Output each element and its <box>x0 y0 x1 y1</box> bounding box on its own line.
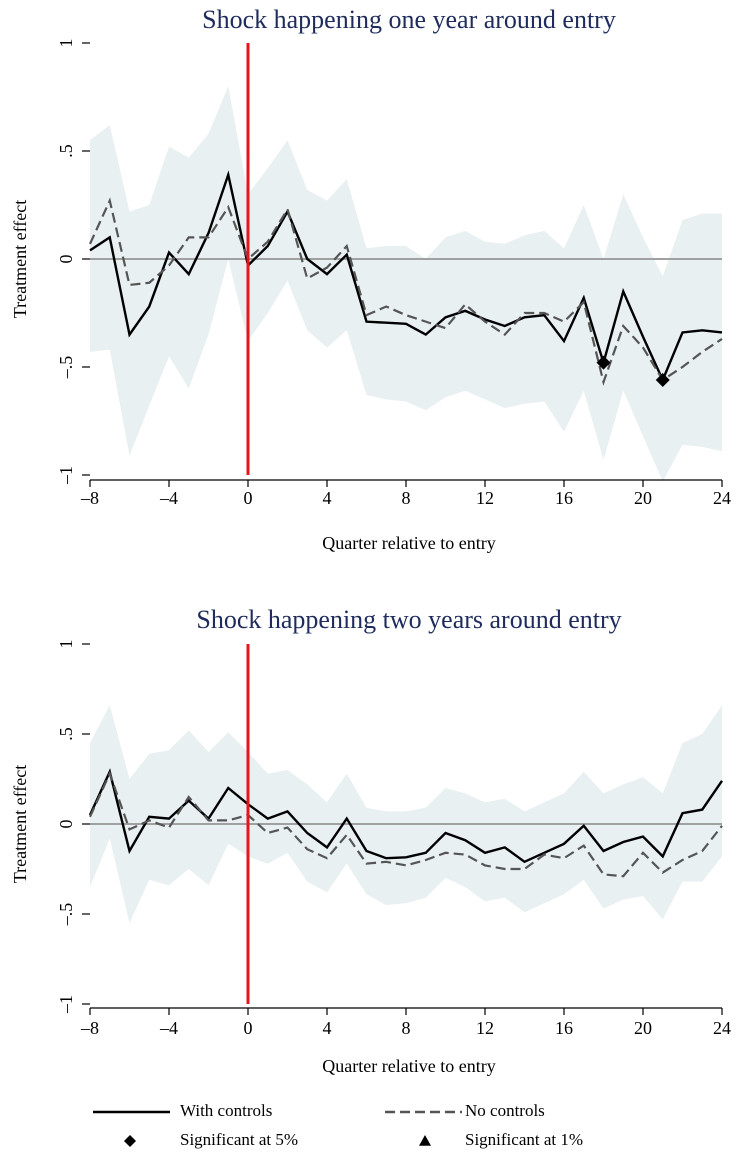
y-tick-label: .5 <box>56 144 76 158</box>
series-line <box>88 770 723 878</box>
x-tick-label: 8 <box>402 1018 411 1038</box>
x-tick-label: 0 <box>244 488 253 508</box>
x-tick-label: 24 <box>713 488 731 508</box>
legend-label: Significant at 1% <box>465 1130 583 1149</box>
x-tick-label: 0 <box>244 1018 253 1038</box>
y-tick-label: –.5 <box>56 903 76 927</box>
y-tick-label: –.5 <box>56 356 76 380</box>
x-tick-label: 16 <box>555 1018 573 1038</box>
y-tick-label: –1 <box>56 995 76 1014</box>
series-line <box>89 170 723 383</box>
confidence-band <box>90 86 722 482</box>
significance-marker <box>596 355 611 370</box>
y-tick-label: 0 <box>56 820 76 829</box>
chart-title: Shock happening one year around entry <box>202 5 616 34</box>
y-tick-label: 0 <box>56 255 76 264</box>
x-tick-label: 20 <box>634 1018 652 1038</box>
legend-label: Significant at 5% <box>180 1130 298 1149</box>
legend-swatch <box>124 1135 136 1147</box>
confidence-band <box>90 705 722 923</box>
x-axis-title: Quarter relative to entry <box>322 533 495 553</box>
x-tick-label: –4 <box>159 1018 178 1038</box>
x-tick-label: 12 <box>476 488 494 508</box>
y-tick-label: .5 <box>56 727 76 741</box>
x-tick-label: –8 <box>80 1018 99 1038</box>
x-tick-label: 4 <box>323 1018 332 1038</box>
legend-swatch <box>419 1135 431 1146</box>
significance-marker <box>655 372 670 387</box>
x-tick-label: 12 <box>476 1018 494 1038</box>
legend-label: No controls <box>465 1101 545 1120</box>
x-tick-label: 8 <box>402 488 411 508</box>
x-tick-label: 24 <box>713 1018 731 1038</box>
x-tick-label: 4 <box>323 488 332 508</box>
x-axis-title: Quarter relative to entry <box>322 1056 495 1076</box>
y-axis-title: Treatment effect <box>10 200 30 318</box>
legend-label: With controls <box>180 1101 272 1120</box>
y-tick-label: 1 <box>56 640 76 649</box>
y-tick-label: 1 <box>56 39 76 48</box>
x-tick-label: –4 <box>159 488 178 508</box>
x-tick-label: 16 <box>555 488 573 508</box>
x-tick-label: 20 <box>634 488 652 508</box>
series-line <box>88 768 723 864</box>
chart-title: Shock happening two years around entry <box>196 605 621 634</box>
x-tick-label: –8 <box>80 488 99 508</box>
y-tick-label: –1 <box>56 466 76 485</box>
y-axis-title: Treatment effect <box>10 765 30 883</box>
